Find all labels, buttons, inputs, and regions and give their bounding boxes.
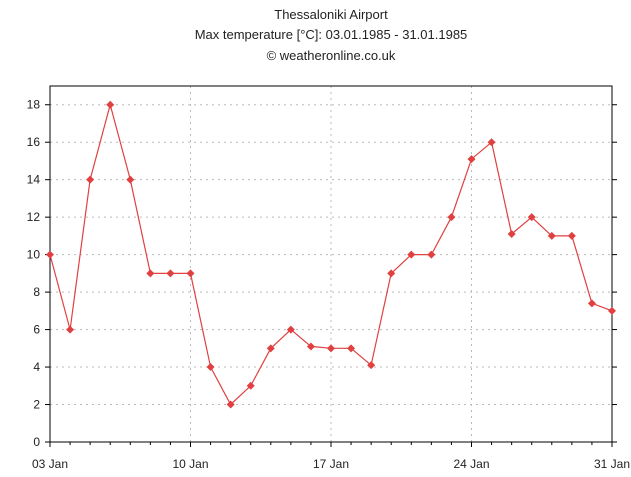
y-tick-label: 10 xyxy=(27,248,41,262)
data-point xyxy=(507,230,516,239)
chart-title: Thessaloniki Airport xyxy=(274,7,388,22)
data-point xyxy=(608,306,616,315)
x-tick-label: 10 Jan xyxy=(172,457,208,471)
y-tick-label: 18 xyxy=(27,98,41,112)
axes xyxy=(45,85,617,447)
data-point xyxy=(527,213,536,222)
y-tick-label: 14 xyxy=(27,173,41,187)
x-tick-label: 31 Jan xyxy=(594,457,630,471)
data-point xyxy=(286,325,295,334)
series-layer xyxy=(46,100,616,409)
data-point xyxy=(427,250,436,259)
data-point xyxy=(306,342,315,351)
data-point xyxy=(567,231,576,240)
y-tick-label: 12 xyxy=(27,210,41,224)
data-point xyxy=(467,155,476,164)
data-point xyxy=(206,363,215,372)
data-point xyxy=(126,175,135,184)
data-point xyxy=(46,250,54,259)
y-tick-label: 0 xyxy=(33,435,40,449)
data-point xyxy=(246,381,255,390)
plot-frame xyxy=(49,85,613,443)
data-point xyxy=(266,344,275,353)
y-tick-label: 8 xyxy=(33,285,40,299)
tick-labels: 0 2 4 6 8 10 12 14 16 18 03 Jan 10 Jan 17 Jan 24 Jan 3… xyxy=(27,98,630,471)
data-point xyxy=(327,344,335,353)
data-point xyxy=(146,269,155,278)
data-point xyxy=(587,299,596,308)
grid-lines xyxy=(50,86,612,442)
y-tick-label: 2 xyxy=(33,398,40,412)
data-point xyxy=(407,250,416,259)
y-tick-label: 4 xyxy=(33,360,40,374)
data-point xyxy=(106,100,115,109)
data-point xyxy=(487,138,496,147)
x-tick-label: 17 Jan xyxy=(313,457,349,471)
data-point xyxy=(367,361,376,370)
data-point xyxy=(226,400,235,409)
data-point xyxy=(387,269,396,278)
chart-credit: © weatheronline.co.uk xyxy=(267,48,396,63)
data-point xyxy=(166,269,175,278)
y-tick-label: 16 xyxy=(27,135,41,149)
data-point xyxy=(66,325,75,334)
data-point xyxy=(186,269,195,278)
data-point xyxy=(547,231,556,240)
chart-subtitle: Max temperature [°C]: 03.01.1985 - 31.01… xyxy=(195,27,468,42)
data-point xyxy=(86,175,95,184)
data-point xyxy=(447,213,456,222)
x-tick-label: 24 Jan xyxy=(453,457,489,471)
y-tick-label: 6 xyxy=(33,323,40,337)
data-point xyxy=(347,344,356,353)
x-tick-label: 03 Jan xyxy=(32,457,68,471)
